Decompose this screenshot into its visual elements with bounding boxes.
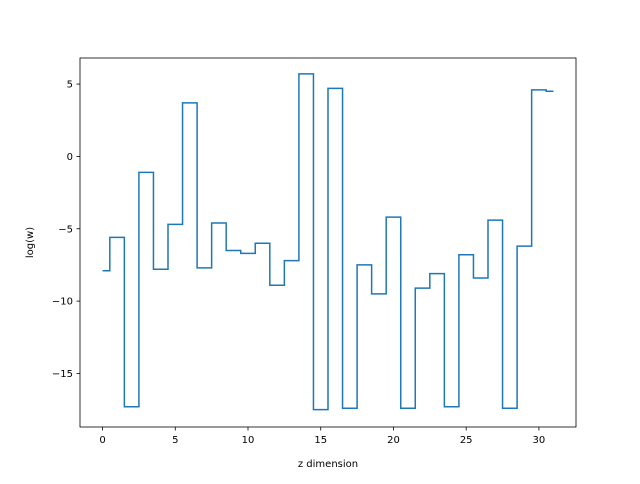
y-tick-label: 0 <box>67 152 73 163</box>
x-tick-label: 20 <box>387 435 400 446</box>
y-axis-label: log(w) <box>25 227 36 258</box>
axes-frame <box>79 57 577 428</box>
x-tick-label: 15 <box>314 435 327 446</box>
y-axis-ticks: −15 −10 −5 0 5 <box>52 80 80 380</box>
series-line-0 <box>102 73 554 411</box>
y-tick-label: −15 <box>52 369 73 380</box>
y-tick-label: −10 <box>52 297 73 308</box>
x-tick-label: 25 <box>460 435 473 446</box>
x-tick-label: 0 <box>99 435 105 446</box>
x-tick-label: 10 <box>242 435 255 446</box>
y-tick-label: 5 <box>67 80 73 91</box>
x-axis-label: z dimension <box>298 459 358 470</box>
x-axis-ticks: 0 5 10 15 20 25 30 <box>99 427 545 446</box>
plot-area <box>102 73 554 411</box>
x-tick-label: 30 <box>533 435 546 446</box>
x-tick-label: 5 <box>172 435 178 446</box>
y-tick-label: −5 <box>58 224 73 235</box>
